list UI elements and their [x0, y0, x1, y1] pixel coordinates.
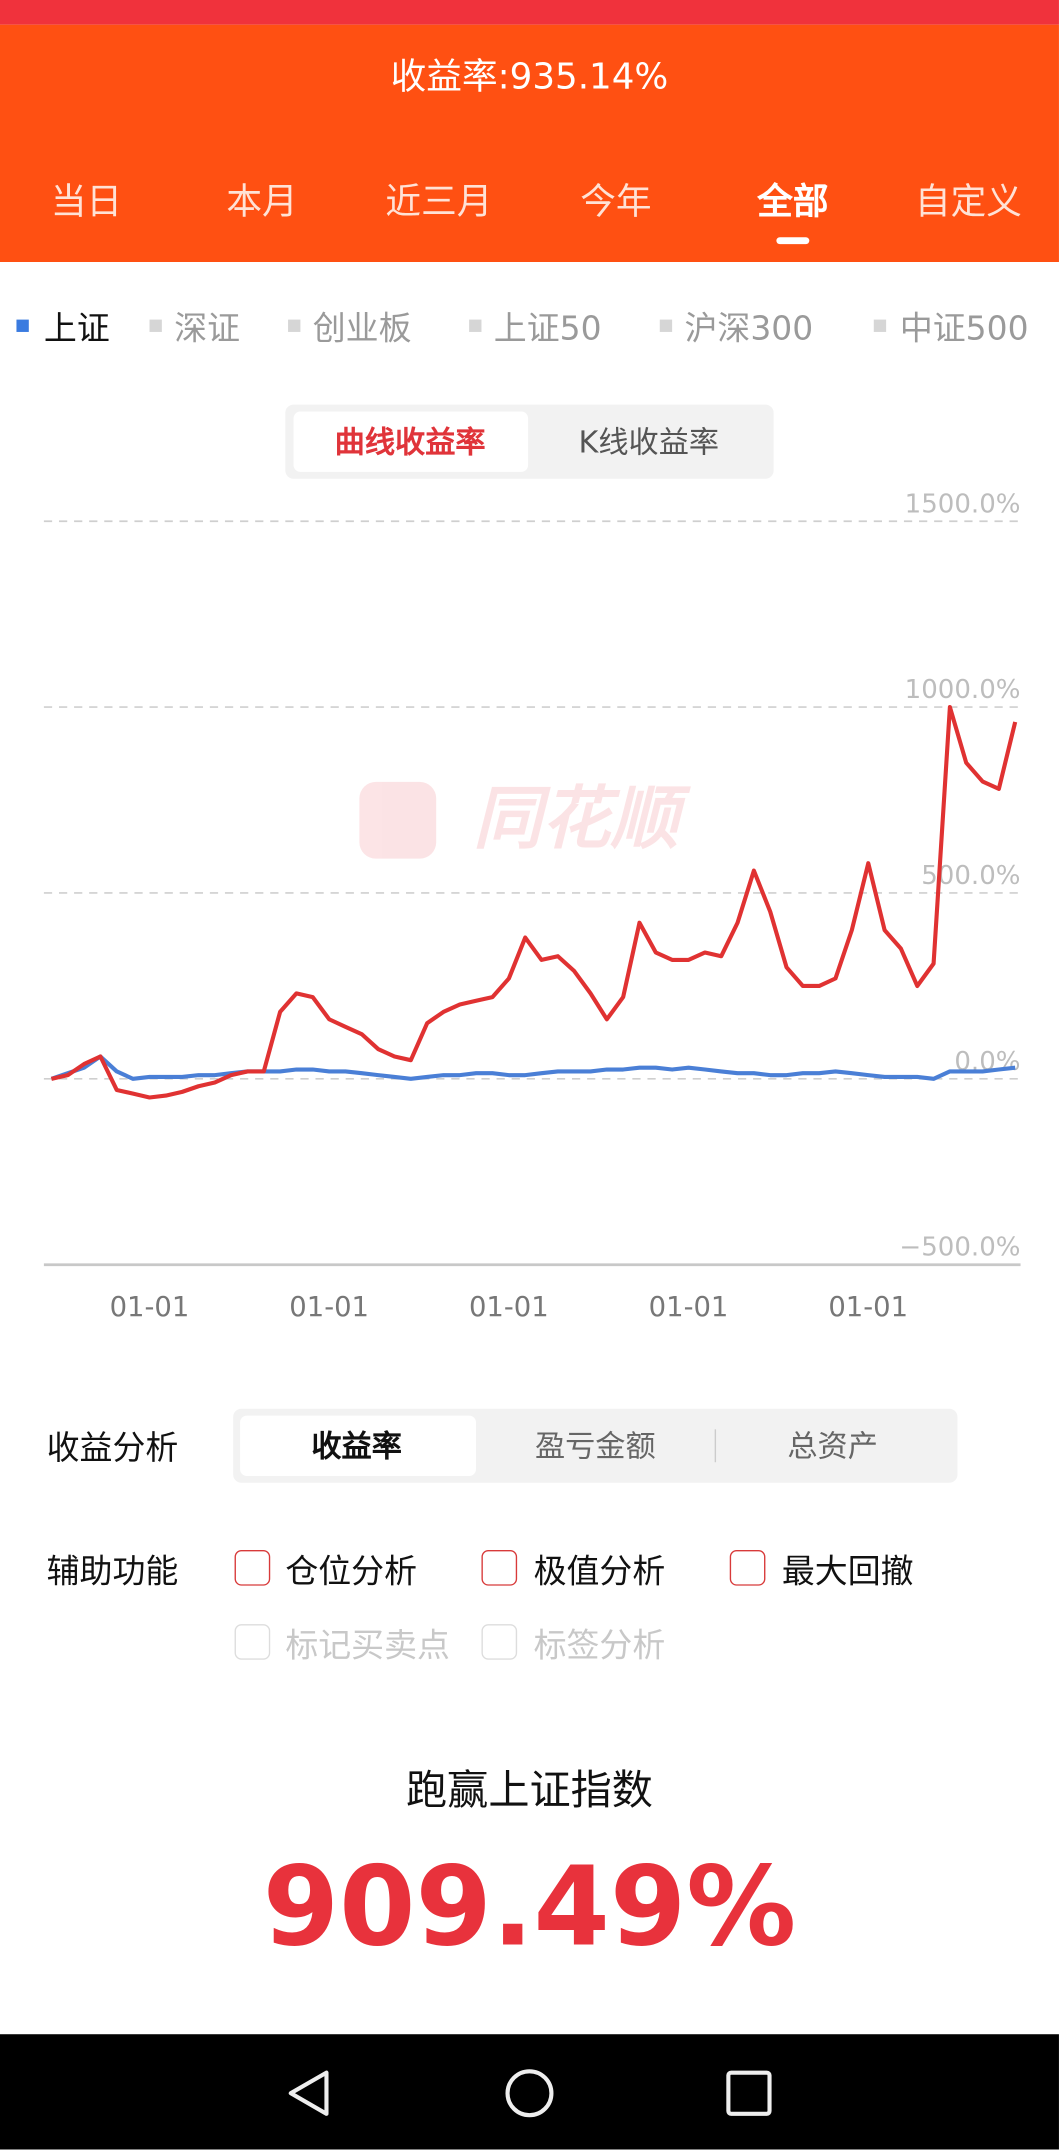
chart: 同花顺 −500.0%0.0%500.0%1000.0%1500.0%01-01… — [43, 489, 1021, 1323]
analysis-tab[interactable]: 总资产 — [787, 1430, 878, 1465]
beat-value: 909.49% — [262, 1842, 797, 1971]
toggle-option[interactable]: K线收益率 — [578, 426, 720, 461]
index-marker — [149, 319, 162, 332]
analysis-tab[interactable]: 收益率 — [311, 1430, 402, 1465]
index-marker — [16, 319, 29, 332]
nav-bar — [0, 2034, 1059, 2150]
series-line — [50, 1054, 1016, 1081]
checkbox — [481, 1624, 518, 1660]
analysis-tab[interactable]: 盈亏金额 — [534, 1430, 656, 1465]
header — [0, 24, 1059, 262]
toggle-selected — [293, 411, 529, 472]
home-button[interactable] — [505, 2069, 554, 2118]
status-bar — [0, 0, 1059, 25]
y-tick-label: 500.0% — [921, 861, 1020, 891]
beat-label: 跑赢上证指数 — [406, 1766, 653, 1815]
checkbox[interactable] — [729, 1550, 766, 1586]
x-tick-label: 01-01 — [289, 1292, 369, 1323]
watermark: 同花顺 — [359, 779, 691, 859]
index-tab[interactable]: 创业板 — [312, 309, 412, 348]
checkbox-label[interactable]: 最大回撤 — [781, 1552, 914, 1591]
series-line — [50, 705, 1018, 1100]
y-tick-label: 1000.0% — [905, 675, 1021, 705]
y-tick-label: 1500.0% — [905, 489, 1021, 519]
index-tab[interactable]: 中证500 — [899, 309, 1029, 348]
index-marker — [873, 319, 887, 332]
index-marker — [469, 319, 482, 332]
checkbox-label[interactable]: 极值分析 — [533, 1552, 666, 1591]
x-tick-label: 01-01 — [469, 1292, 549, 1323]
x-tick-label: 01-01 — [110, 1292, 190, 1323]
back-button[interactable] — [288, 2070, 329, 2116]
checkbox[interactable] — [234, 1550, 271, 1586]
analysis-label: 收益分析 — [46, 1428, 179, 1468]
aux-label: 辅助功能 — [46, 1552, 179, 1591]
checkbox-label[interactable]: 仓位分析 — [285, 1552, 417, 1591]
watermark-text: 同花顺 — [473, 779, 691, 859]
index-tab[interactable]: 深证 — [174, 309, 241, 348]
index-marker — [288, 319, 301, 332]
checkbox — [234, 1624, 271, 1660]
period-tab[interactable]: 全部 — [757, 181, 829, 223]
header-title: 收益率:935.14% — [390, 56, 669, 99]
checkbox-label: 标记买卖点 — [285, 1626, 450, 1665]
toggle-option[interactable]: 曲线收益率 — [334, 426, 486, 461]
checkbox[interactable] — [481, 1550, 518, 1586]
index-tab[interactable]: 上证 — [43, 309, 110, 348]
index-tab[interactable]: 上证50 — [493, 309, 602, 348]
period-tab[interactable]: 近三月 — [385, 181, 493, 223]
watermark-logo — [359, 781, 437, 859]
tab-selected — [240, 1415, 476, 1476]
period-tab[interactable]: 自定义 — [914, 181, 1022, 223]
period-tab[interactable]: 当日 — [50, 181, 123, 223]
divider — [714, 1429, 717, 1463]
checkbox-label: 标签分析 — [533, 1626, 666, 1665]
x-tick-label: 01-01 — [649, 1292, 729, 1323]
tab-indicator — [776, 237, 810, 245]
y-tick-label: −500.0% — [899, 1233, 1020, 1263]
index-marker — [659, 319, 673, 332]
period-tab[interactable]: 今年 — [580, 181, 652, 223]
nav-icons — [288, 2069, 772, 2118]
recent-button[interactable] — [726, 2070, 772, 2116]
period-tab[interactable]: 本月 — [226, 181, 298, 223]
x-tick-label: 01-01 — [828, 1292, 908, 1323]
index-tab[interactable]: 沪深300 — [684, 309, 814, 348]
